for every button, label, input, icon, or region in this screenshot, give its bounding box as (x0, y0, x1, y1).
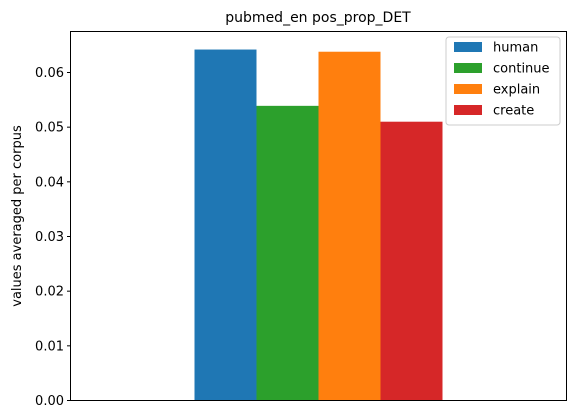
bars-group (194, 49, 443, 401)
y-tick-label: 0.06 (35, 66, 64, 81)
bar-human (194, 49, 257, 401)
bar-explain (318, 51, 381, 401)
legend-label-explain: explain (493, 83, 540, 98)
legend-swatch-human (454, 42, 482, 52)
legend-swatch-create (454, 105, 482, 115)
y-tick-label: 0.03 (35, 230, 64, 245)
legend-label-human: human (493, 41, 538, 56)
legend-frame (445, 36, 561, 126)
legend: human continue explain create (445, 36, 561, 126)
y-tick-label: 0.05 (35, 121, 64, 136)
plot-frame (70, 31, 567, 401)
legend-swatch-continue (454, 63, 482, 73)
legend-label-continue: continue (493, 62, 550, 77)
y-axis: 0.00 0.01 0.02 0.03 0.04 0.05 0.06 (35, 66, 71, 409)
chart-title: pubmed_en pos_prop_DET (225, 10, 411, 26)
y-tick-label: 0.01 (35, 339, 64, 354)
bar-continue (256, 105, 319, 401)
y-tick-label: 0.00 (35, 394, 64, 409)
y-tick-label: 0.02 (35, 285, 64, 300)
legend-swatch-explain (454, 84, 482, 94)
legend-label-create: create (493, 104, 534, 119)
y-tick-label: 0.04 (35, 175, 64, 190)
y-axis-label: values averaged per corpus (10, 125, 25, 307)
bar-create (380, 121, 443, 401)
